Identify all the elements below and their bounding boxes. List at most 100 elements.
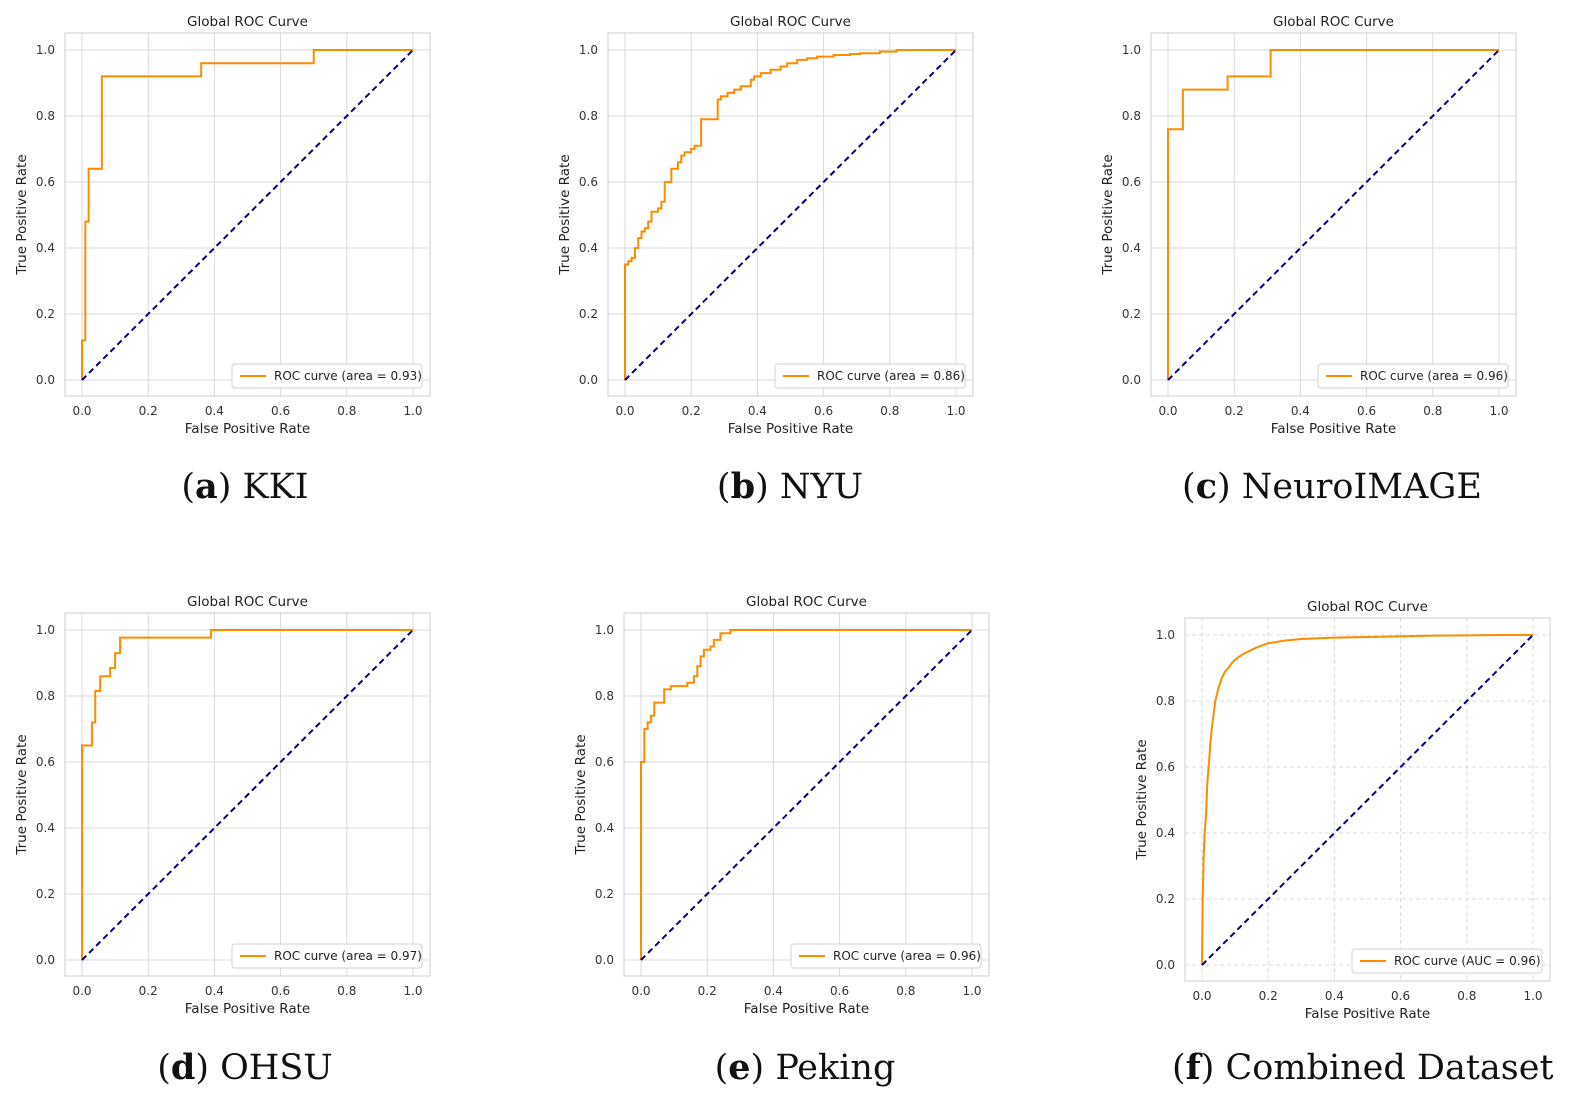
x-axis-title: False Positive Rate	[1305, 1006, 1430, 1022]
y-tick-label: 0.0	[1122, 373, 1141, 387]
x-axis-title: False Positive Rate	[744, 1001, 869, 1017]
roc-panel-combined: 0.0 0.2 0.4 0.6 0.8 1.0 0.0 0.2 0.4 0.6 0.8 1.0 Glob…	[1120, 585, 1560, 1035]
y-tick-label: 0.6	[36, 175, 55, 189]
legend-box	[1351, 948, 1543, 974]
y-tick-label: 0.2	[36, 887, 55, 901]
legend-box	[231, 943, 423, 969]
x-tick-label: 0.0	[1192, 989, 1211, 1003]
roc-panel-peking: 0.0 0.2 0.4 0.6 0.8 1.0 0.0 0.2 0.4 0.6 0.8 1.0 Glob…	[559, 580, 999, 1030]
x-axis-title: False Positive Rate	[185, 1001, 310, 1017]
x-tick-label: 0.0	[631, 984, 650, 998]
y-tick-label: 0.8	[579, 109, 598, 123]
chart-title: Global ROC Curve	[1273, 14, 1394, 30]
caption-letter: d	[170, 1047, 196, 1088]
x-tick-label: 0.0	[1158, 404, 1177, 418]
chart-title: Global ROC Curve	[187, 14, 308, 30]
roc-curve-line	[640, 629, 972, 960]
x-tick-label: 1.0	[962, 984, 981, 998]
y-tick-label: 1.0	[595, 623, 614, 637]
x-tick-label: 0.8	[337, 404, 356, 418]
y-tick-label: 0.0	[36, 373, 55, 387]
y-tick-label: 0.0	[595, 953, 614, 967]
roc-chart-svg: 0.0 0.2 0.4 0.6 0.8 1.0 0.0 0.2 0.4 0.6 0.8 1.0 Glob…	[14, 14, 431, 437]
y-axis-title: True Positive Rate	[14, 734, 30, 855]
legend: ROC curve (area = 0.97)	[231, 943, 423, 969]
plot-frame	[1150, 32, 1517, 397]
y-tick-label: 0.8	[36, 109, 55, 123]
y-axis-title: True Positive Rate	[1134, 739, 1150, 860]
chance-diagonal-line	[1201, 634, 1534, 966]
x-tick-label: 0.4	[748, 404, 767, 418]
caption-text: NeuroIMAGE	[1241, 467, 1482, 507]
roc-curve-line	[1201, 634, 1533, 966]
roc-chart-svg: 0.0 0.2 0.4 0.6 0.8 1.0 0.0 0.2 0.4 0.6 0.8 1.0 Glob…	[1134, 599, 1551, 1022]
y-tick-label: 0.8	[1122, 109, 1141, 123]
y-tick-label: 1.0	[36, 43, 55, 57]
x-tick-label: 0.8	[880, 404, 899, 418]
caption-combined: (f) Combined Dataset	[1172, 1047, 1554, 1088]
caption-peking: (e) Peking	[714, 1047, 896, 1088]
caption-text: Peking	[775, 1048, 896, 1088]
chance-diagonal-line	[1167, 49, 1500, 381]
y-tick-label: 0.6	[579, 175, 598, 189]
x-tick-label: 0.6	[1391, 989, 1410, 1003]
x-tick-label: 1.0	[946, 404, 965, 418]
legend-label: ROC curve (area = 0.93)	[274, 369, 422, 383]
y-tick-label: 0.0	[1156, 958, 1175, 972]
x-tick-label: 0.2	[698, 984, 717, 998]
caption-text: KKI	[242, 467, 309, 507]
legend: ROC curve (AUC = 0.96)	[1351, 948, 1543, 974]
x-tick-label: 0.6	[1357, 404, 1376, 418]
y-tick-label: 0.6	[1156, 760, 1175, 774]
caption-letter: c	[1195, 466, 1218, 507]
plot-frame	[64, 32, 431, 397]
chart-title: Global ROC Curve	[746, 594, 867, 610]
x-axis-title: False Positive Rate	[728, 421, 853, 437]
caption-letter: f	[1185, 1047, 1201, 1088]
y-tick-label: 0.2	[1156, 892, 1175, 906]
y-tick-label: 0.8	[595, 689, 614, 703]
legend-label: ROC curve (area = 0.86)	[817, 369, 965, 383]
roc-panel-kki: 0.0 0.2 0.4 0.6 0.8 1.0 0.0 0.2 0.4 0.6 0.8 1.0 Glob…	[0, 0, 440, 450]
y-tick-label: 0.8	[1156, 694, 1175, 708]
x-tick-label: 1.0	[403, 404, 422, 418]
roc-curve-line	[624, 49, 956, 380]
y-tick-label: 0.4	[1156, 826, 1175, 840]
x-tick-label: 0.0	[72, 984, 91, 998]
y-tick-label: 0.6	[36, 755, 55, 769]
x-tick-label: 0.4	[1291, 404, 1310, 418]
chance-diagonal-line	[81, 49, 414, 381]
x-axis-title: False Positive Rate	[1271, 421, 1396, 437]
roc-curve-line	[81, 49, 413, 380]
legend-box	[231, 363, 423, 389]
x-tick-label: 0.6	[814, 404, 833, 418]
roc-chart-svg: 0.0 0.2 0.4 0.6 0.8 1.0 0.0 0.2 0.4 0.6 0.8 1.0 Glob…	[14, 594, 431, 1017]
x-axis-title: False Positive Rate	[185, 421, 310, 437]
x-tick-label: 0.2	[1259, 989, 1278, 1003]
x-tick-label: 0.2	[139, 404, 158, 418]
roc-curve-line	[1167, 49, 1499, 380]
legend-box	[790, 943, 982, 969]
legend-box	[1317, 363, 1509, 389]
legend-label: ROC curve (area = 0.96)	[1360, 369, 1508, 383]
plot-frame	[623, 612, 990, 977]
y-axis-title: True Positive Rate	[573, 734, 589, 855]
y-tick-label: 0.8	[36, 689, 55, 703]
x-tick-label: 0.8	[337, 984, 356, 998]
caption-letter: a	[195, 466, 218, 507]
y-tick-label: 1.0	[579, 43, 598, 57]
caption-neuroimage: (c) NeuroIMAGE	[1182, 466, 1482, 507]
roc-panel-ohsu: 0.0 0.2 0.4 0.6 0.8 1.0 0.0 0.2 0.4 0.6 0.8 1.0 Glob…	[0, 580, 440, 1030]
legend-box	[774, 363, 966, 389]
caption-ohsu: (d) OHSU	[157, 1047, 333, 1088]
y-tick-label: 1.0	[36, 623, 55, 637]
plot-frame	[607, 32, 974, 397]
x-tick-label: 1.0	[403, 984, 422, 998]
chance-diagonal-line	[81, 629, 414, 961]
x-tick-label: 0.0	[72, 404, 91, 418]
x-tick-label: 0.4	[205, 984, 224, 998]
x-tick-label: 0.2	[1225, 404, 1244, 418]
x-tick-label: 0.6	[271, 404, 290, 418]
caption-text: NYU	[779, 467, 864, 507]
roc-chart-svg: 0.0 0.2 0.4 0.6 0.8 1.0 0.0 0.2 0.4 0.6 0.8 1.0 Glob…	[557, 14, 974, 437]
